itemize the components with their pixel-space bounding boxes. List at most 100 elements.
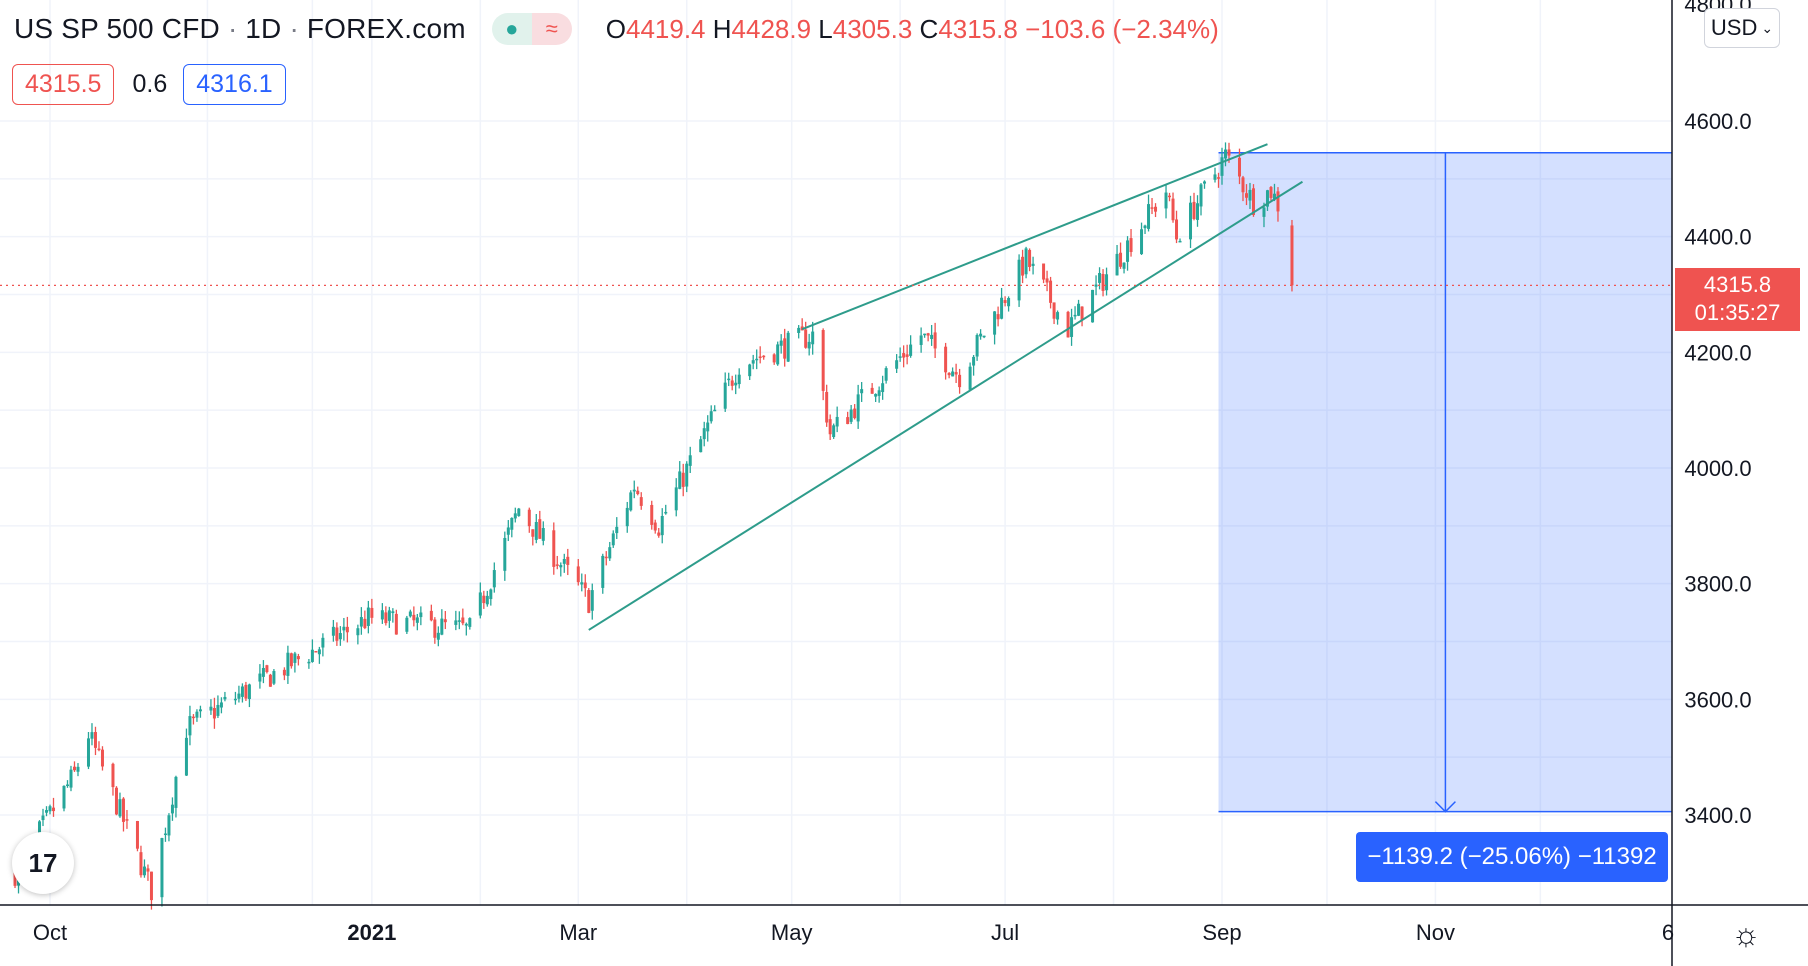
candle-body xyxy=(580,582,584,585)
change-value: −103.6 (−2.34%) xyxy=(1025,13,1219,44)
candle-body xyxy=(443,619,447,623)
price-range-measure xyxy=(1218,152,1672,813)
measure-result-label[interactable]: −1139.2 (−25.06%) −11392 xyxy=(1356,832,1668,882)
candle-body xyxy=(457,620,461,622)
candle-body xyxy=(804,329,808,348)
exchange-label: FOREX.com xyxy=(306,13,466,44)
candle-body xyxy=(394,613,398,635)
time-tick-label: Mar xyxy=(559,920,597,945)
candle-body xyxy=(688,455,692,466)
candle-body xyxy=(321,637,325,648)
candle-body xyxy=(958,374,962,388)
bar-countdown: 01:35:27 xyxy=(1694,300,1781,325)
candle-body xyxy=(261,667,265,677)
candle-body xyxy=(223,696,227,700)
candle-body xyxy=(121,798,125,822)
candle-body xyxy=(587,590,591,613)
gear-icon[interactable]: ☼ xyxy=(1731,916,1761,952)
candle-body xyxy=(492,570,496,588)
price-tick-label: 3800.0 xyxy=(1684,572,1751,597)
candle-body xyxy=(821,330,825,391)
currency-select[interactable]: USD ⌄ xyxy=(1704,8,1780,48)
candle-body xyxy=(310,649,314,662)
low-value: 4305.3 xyxy=(832,13,913,44)
candle-body xyxy=(233,698,237,701)
candle-body xyxy=(835,416,839,427)
candle-body xyxy=(506,527,510,535)
candle-body xyxy=(1017,259,1021,301)
price-tick-label: 4400.0 xyxy=(1684,225,1751,250)
candle-body xyxy=(188,716,192,736)
candle-body xyxy=(513,513,517,519)
sell-button[interactable]: 4315.5 xyxy=(12,64,115,105)
spread-value: 0.6 xyxy=(132,70,168,98)
buy-button[interactable]: 4316.1 xyxy=(183,64,286,105)
interval-label[interactable]: 1D xyxy=(245,13,282,44)
candle-body xyxy=(748,364,752,377)
candle-body xyxy=(335,627,339,641)
candle-body xyxy=(268,674,272,687)
open-label: O xyxy=(605,13,626,44)
candle-body xyxy=(265,665,269,673)
bid-ask-panel: 4315.5 0.6 4316.1 xyxy=(12,64,286,105)
candle-body xyxy=(881,383,885,393)
price-tick-label: 4600.0 xyxy=(1684,109,1751,134)
symbol-name[interactable]: US SP 500 CFD xyxy=(14,13,220,44)
candle-body xyxy=(583,582,587,589)
candle-body xyxy=(660,515,664,536)
candle-body xyxy=(797,327,801,333)
candle-body xyxy=(1196,203,1200,220)
candle-body xyxy=(650,504,654,525)
candle-body xyxy=(503,537,507,571)
price-tick-label: 4200.0 xyxy=(1684,340,1751,365)
symbol-legend: US SP 500 CFD · 1D · FOREX.com ● ≈ O4419… xyxy=(14,8,1219,50)
candle-body xyxy=(433,619,437,638)
candle-body xyxy=(1073,314,1077,317)
price-tick-label: 4000.0 xyxy=(1684,456,1751,481)
market-open-dot-icon: ● xyxy=(491,13,532,45)
candle-body xyxy=(198,709,202,712)
time-tick-label: Sep xyxy=(1202,920,1241,945)
candle-body xyxy=(541,528,545,541)
candle-body xyxy=(853,408,857,419)
candle-body xyxy=(419,612,423,618)
candle-body xyxy=(944,346,948,373)
candle-body xyxy=(125,819,129,821)
candle-body xyxy=(604,556,608,559)
candle-body xyxy=(653,522,657,531)
candle-body xyxy=(282,669,286,676)
candle-body xyxy=(898,356,902,358)
candle-body xyxy=(807,341,811,349)
candle-body xyxy=(408,611,412,617)
candle-body xyxy=(384,612,388,624)
time-tick-label: 2021 xyxy=(347,920,396,945)
price-axis: 4600.0 4400.0 4200.0 4000.0 3800.0 3600.0 3400… xyxy=(1671,0,1752,966)
candle-body xyxy=(76,766,80,772)
candle-body xyxy=(846,417,850,425)
candle-body xyxy=(926,333,930,336)
candle-body xyxy=(1122,262,1126,269)
tradingview-logo-icon[interactable]: 17 xyxy=(12,832,74,894)
candle-body xyxy=(160,838,164,898)
candle-body xyxy=(1192,201,1196,219)
market-status[interactable]: ● ≈ xyxy=(491,13,572,45)
time-tick-label: Nov xyxy=(1416,920,1455,945)
candle-body xyxy=(464,623,468,626)
candle-body xyxy=(723,382,727,409)
candle-body xyxy=(247,684,251,700)
candle-body xyxy=(860,389,864,394)
candle-body xyxy=(611,533,615,546)
candle-body xyxy=(552,530,556,567)
candle-body xyxy=(174,776,178,808)
candle-body xyxy=(184,737,188,776)
close-value: 4315.8 xyxy=(938,13,1018,44)
candle-body xyxy=(307,661,311,664)
candle-body xyxy=(317,649,321,655)
candle-body xyxy=(489,589,493,600)
candle-body xyxy=(979,333,983,337)
candle-body xyxy=(527,509,531,527)
candle-body xyxy=(454,620,458,625)
candle-body xyxy=(100,749,104,767)
